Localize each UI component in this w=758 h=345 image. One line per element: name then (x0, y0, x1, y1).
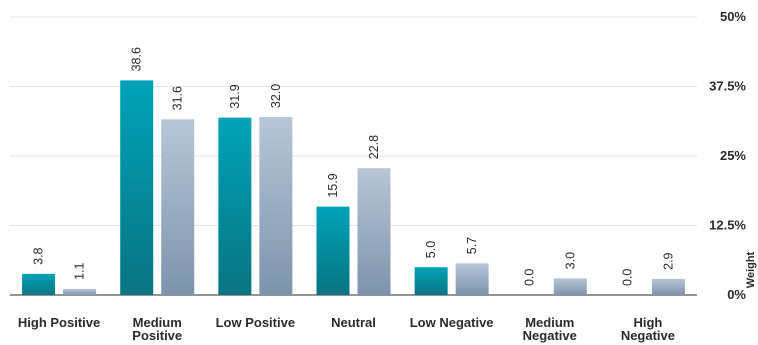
data-label: 1.1 (73, 262, 87, 279)
data-label: 15.9 (326, 173, 340, 197)
data-label: 3.8 (32, 247, 46, 264)
data-label: 31.9 (228, 84, 242, 108)
x-tick-label: High Positive (18, 315, 100, 330)
y-tick-label: 37.5% (709, 79, 746, 94)
gridlines (10, 16, 697, 296)
bar (63, 288, 97, 295)
data-label: 5.0 (424, 241, 438, 258)
x-tick-label: High Negative (621, 315, 675, 343)
data-label: 38.6 (130, 47, 144, 71)
y-tick-label: 0% (727, 287, 746, 302)
x-tick-label: Low Negative (410, 315, 494, 330)
value-labels: 3.8 1.1 38.6 31.6 31.9 32.0 15.9 22.8 5.0 5.7 0.0 3… (32, 47, 676, 286)
x-tick-label: Low Positive (216, 315, 295, 330)
bar (161, 119, 195, 295)
bar (259, 117, 293, 295)
x-tick-label: Neutral (331, 315, 376, 330)
data-label: 0.0 (620, 269, 634, 286)
y-tick-label: 25% (720, 148, 746, 163)
bar (455, 263, 489, 295)
data-label: 22.8 (367, 135, 381, 159)
bars (22, 80, 685, 295)
y-tick-label: 12.5% (709, 218, 746, 233)
data-label: 2.9 (661, 252, 675, 269)
y-axis-title: Weight (745, 251, 757, 288)
bar (414, 267, 448, 295)
x-axis-categories: High Positive Medium Positive Low Positive N… (18, 315, 675, 343)
bar (357, 168, 391, 295)
bar (120, 80, 154, 295)
x-tick-label: Medium Positive (132, 315, 182, 343)
data-label: 5.7 (465, 237, 479, 254)
bar (651, 278, 685, 295)
bar (218, 117, 252, 295)
data-label: 31.6 (171, 86, 185, 110)
bar (22, 273, 56, 295)
bar (316, 206, 350, 295)
y-axis-ticks: 0% 12.5% 25% 37.5% 50% (709, 9, 746, 302)
bar (553, 278, 587, 295)
data-label: 0.0 (522, 269, 536, 286)
y-tick-label: 50% (720, 9, 746, 24)
data-label: 32.0 (269, 84, 283, 108)
x-tick-label: Medium Negative (523, 315, 577, 343)
data-label: 3.0 (563, 252, 577, 269)
